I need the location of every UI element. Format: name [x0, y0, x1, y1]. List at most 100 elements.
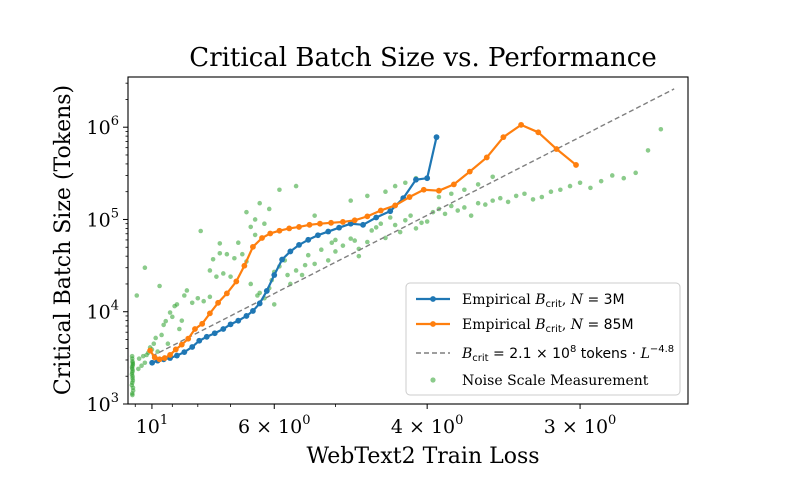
series-1 [147, 121, 579, 363]
noise-scale-point [365, 239, 370, 245]
series-point [156, 356, 163, 363]
noise-scale-point [403, 180, 408, 186]
noise-scale-point [130, 363, 135, 369]
noise-scale-point [277, 187, 282, 193]
noise-scale-point [232, 255, 237, 261]
legend-label: Bcrit = 2.1 × 108 tokens · L−4.8 [461, 344, 674, 364]
series-point [192, 326, 198, 332]
series-point [263, 288, 270, 294]
noise-scale-point [352, 238, 358, 243]
noise-scale-point [449, 191, 454, 197]
noise-scale-point [530, 197, 536, 202]
noise-scale-point [483, 202, 488, 207]
legend-swatch-marker [430, 321, 436, 327]
series-point [305, 236, 312, 243]
noise-scale-point [462, 187, 467, 193]
noise-scale-point [522, 191, 527, 197]
series-point [276, 227, 283, 234]
noise-scale-point [419, 220, 424, 226]
noise-scale-point [177, 326, 182, 332]
series-point [256, 300, 263, 307]
series-point [351, 217, 358, 224]
noise-scale-point [179, 318, 185, 323]
noise-scale-point [312, 261, 317, 267]
series-point [220, 326, 227, 332]
noise-scale-point [217, 250, 223, 256]
noise-scale-point [257, 290, 262, 296]
series-point [328, 219, 334, 226]
noise-scale-point [302, 262, 308, 268]
noise-scale-point [224, 251, 230, 257]
noise-scale-point [159, 332, 164, 338]
noise-scale-point [220, 271, 226, 276]
noise-scale-point [408, 213, 413, 218]
series-point [223, 290, 230, 297]
noise-scale-point [129, 353, 135, 359]
legend-entry-2: Bcrit = 2.1 × 108 tokens · L−4.8 [416, 344, 674, 364]
noise-scale-point [333, 237, 338, 243]
noise-scale-point [383, 235, 388, 241]
noise-scale-point [609, 173, 615, 178]
series-point [243, 313, 250, 319]
noise-scale-point [161, 322, 166, 328]
noise-scale-point [293, 183, 299, 189]
noise-scale-point [449, 203, 454, 209]
noise-scale-point [383, 189, 388, 194]
y-tick-label: 104 [87, 299, 119, 324]
noise-scale-point [184, 288, 190, 293]
legend-entry-3: Noise Scale Measurement [430, 373, 649, 389]
noise-scale-point [248, 281, 254, 287]
noise-scale-point [442, 211, 448, 217]
series-point [296, 242, 302, 248]
noise-scale-point [475, 182, 481, 187]
noise-scale-point [189, 300, 195, 306]
axes-frame [127, 76, 689, 405]
series-point [149, 359, 156, 366]
series-point [233, 278, 240, 285]
series-point [483, 154, 490, 161]
series-point [181, 349, 188, 356]
noise-scale-point [129, 370, 135, 375]
legend-box [405, 282, 681, 396]
series-point [235, 317, 242, 324]
noise-scale-point [252, 217, 258, 222]
noise-scale-point [235, 240, 241, 245]
noise-scale-point [392, 222, 398, 228]
y-tick-label: 105 [87, 206, 119, 231]
series-point [500, 134, 507, 141]
series-point [151, 354, 158, 361]
series-point [466, 168, 473, 175]
series-point [360, 221, 366, 228]
legend: Empirical Bcrit, N = 3M Empirical Bcrit, … [405, 282, 681, 396]
series-point [306, 221, 313, 228]
noise-scale-point [548, 189, 554, 194]
series-point [147, 347, 154, 354]
series-point [573, 162, 579, 168]
series-point [317, 220, 323, 227]
series-point [296, 224, 302, 230]
noise-scale-point [210, 257, 216, 262]
series-point [259, 235, 265, 241]
series-point [174, 352, 180, 359]
series-point [211, 330, 218, 337]
noise-scale-point [305, 252, 311, 258]
series-point [196, 337, 203, 344]
noise-scale-point [387, 215, 393, 220]
noise-scale-point [365, 193, 370, 199]
noise-scale-point [588, 185, 593, 191]
noise-scale-point [244, 209, 249, 215]
noise-scale-point [490, 198, 495, 203]
noise-scale-point [266, 206, 272, 212]
noise-scale-point [165, 341, 171, 347]
noise-scale-point [329, 240, 335, 245]
noise-scale-point [182, 293, 187, 298]
noise-scale-point [130, 373, 135, 379]
series-point [420, 186, 427, 193]
series-point [286, 225, 293, 232]
legend-entry-1: Empirical Bcrit, N = 85M [416, 317, 634, 335]
series-point [518, 121, 525, 128]
noise-scale-point [129, 382, 135, 388]
noise-scale-point [136, 366, 141, 372]
noise-scale-point [271, 302, 277, 307]
noise-scale-point [340, 243, 346, 248]
